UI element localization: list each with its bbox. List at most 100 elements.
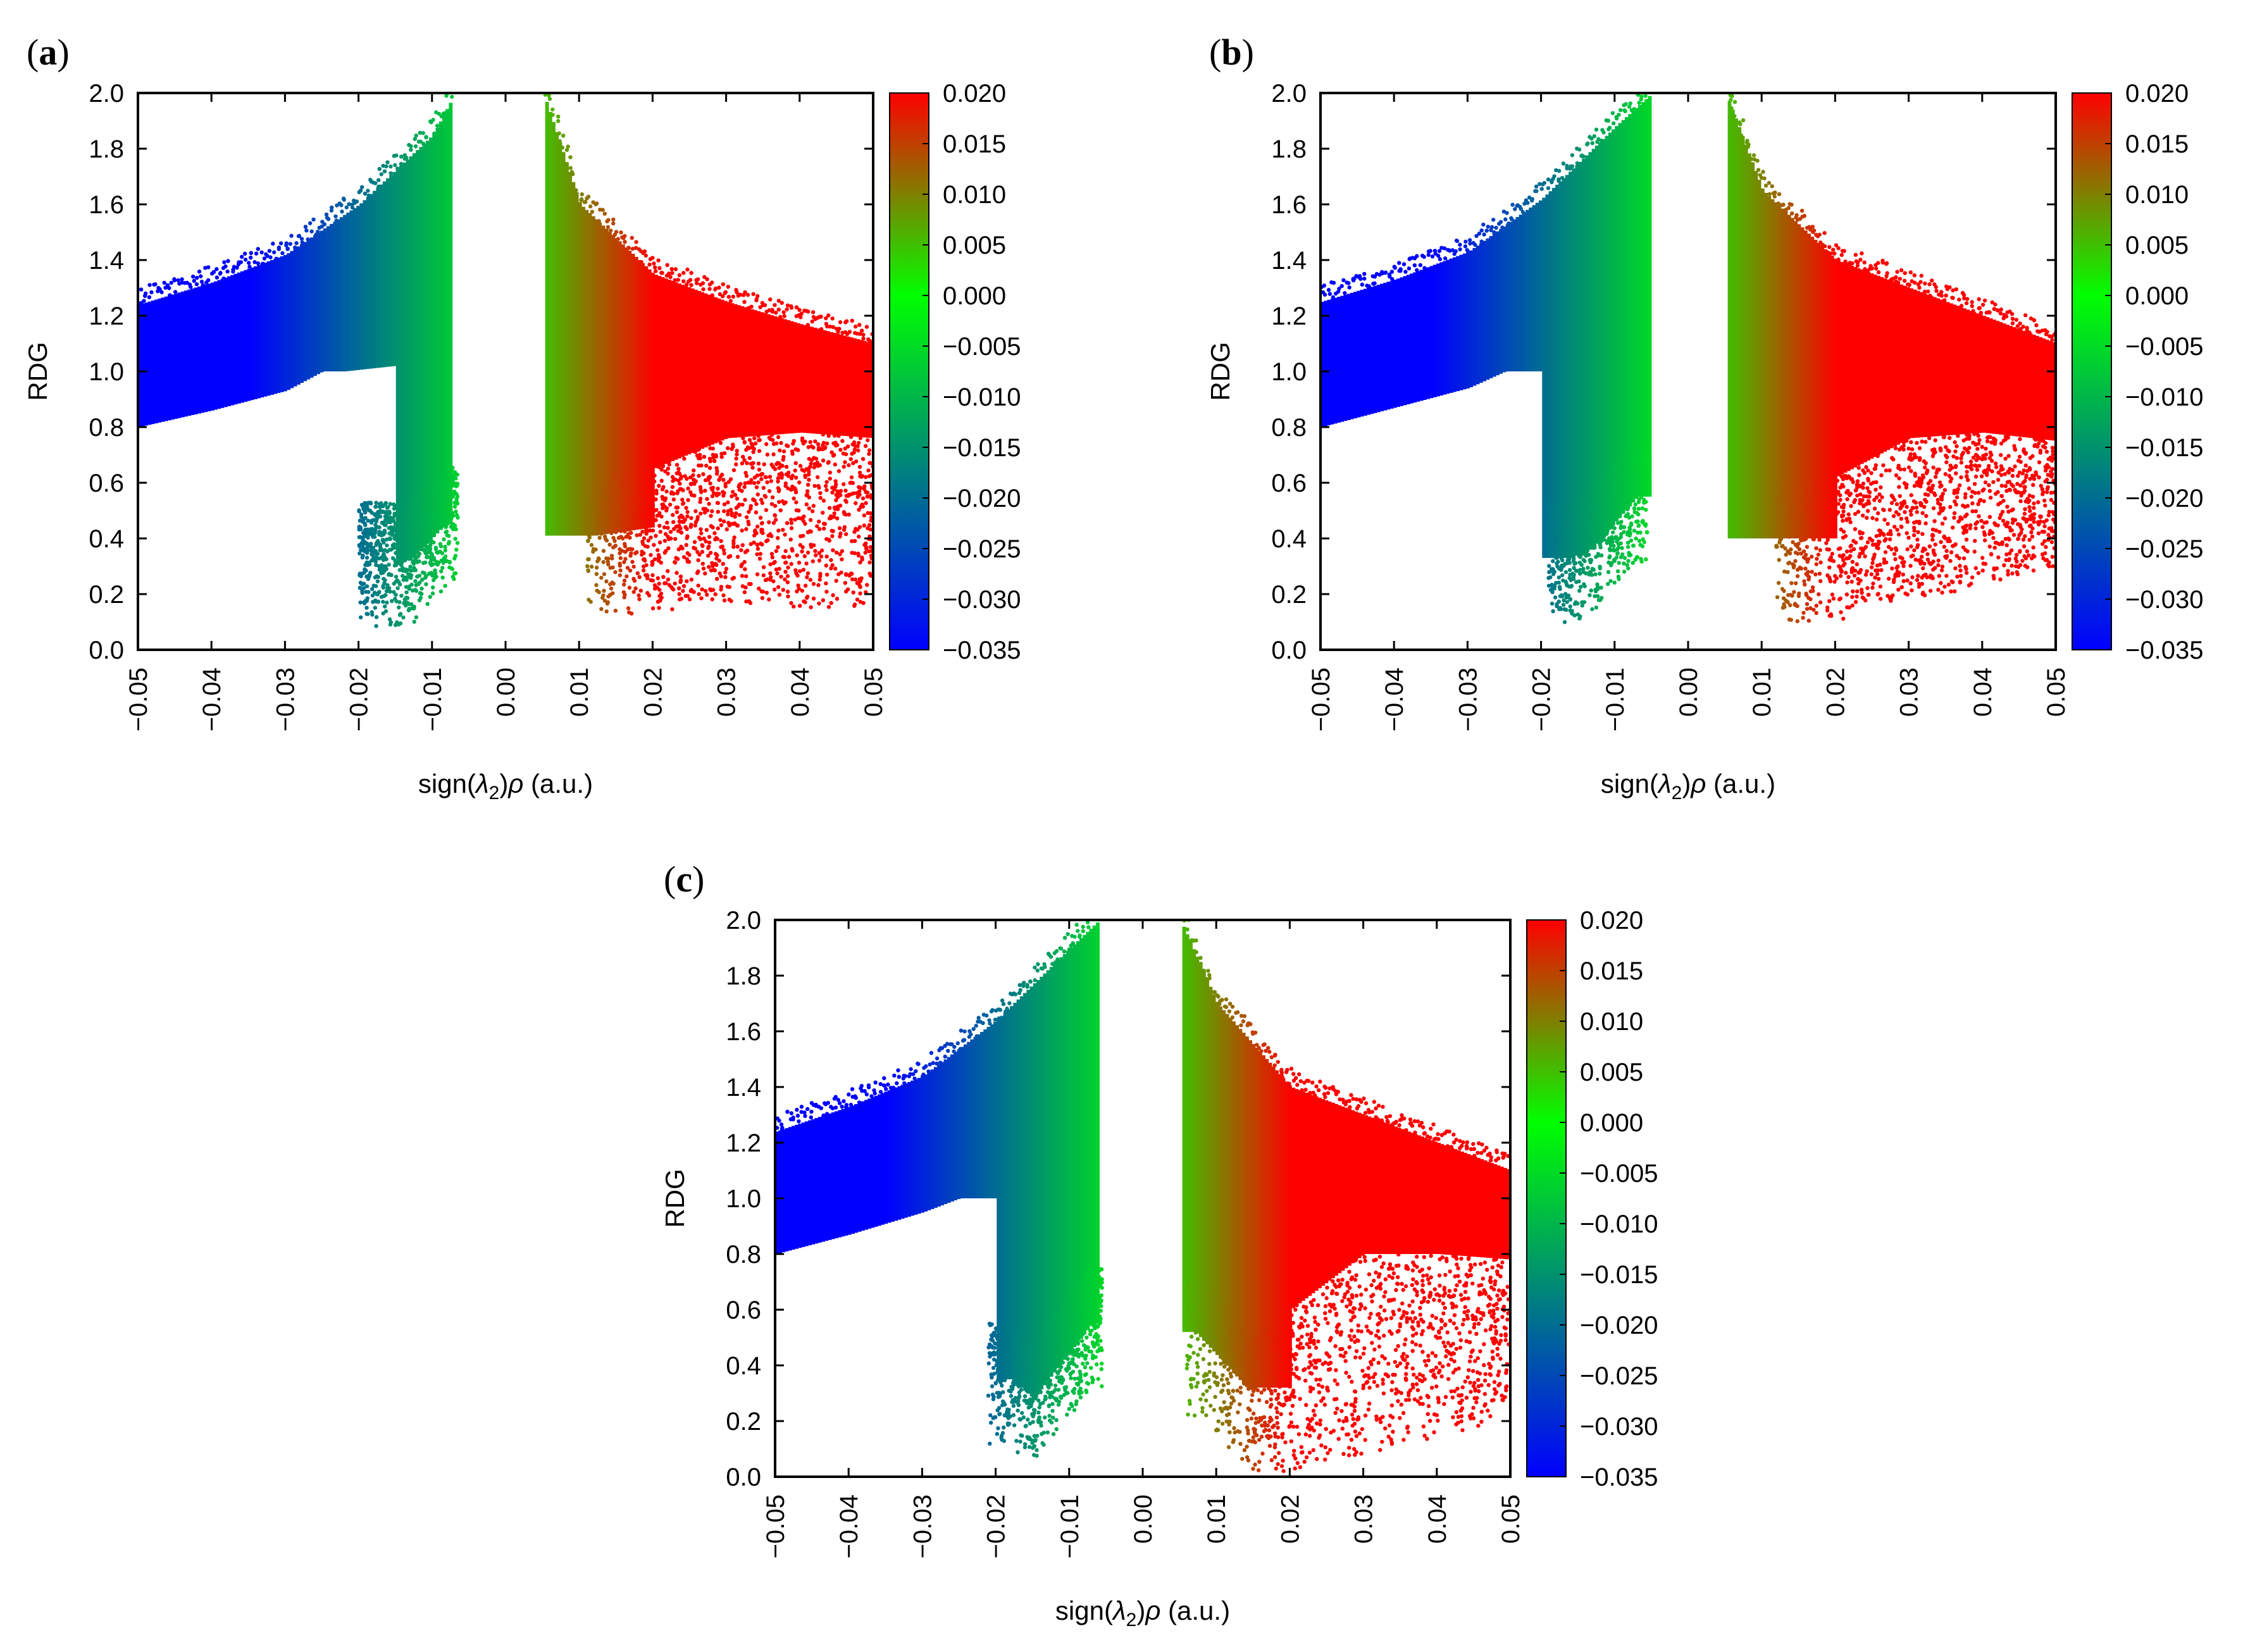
colorbar-tick-label: −0.010 (1580, 1210, 1658, 1238)
y-axis-label: RDG (660, 1169, 690, 1227)
x-tick-label: −0.02 (983, 1494, 1010, 1558)
colorbar-tick-label: −0.035 (1580, 1463, 1658, 1491)
y-tick-label: 1.2 (726, 1129, 761, 1157)
x-tick-label: −0.04 (198, 668, 226, 731)
colorbar-tick-label: −0.020 (943, 485, 1021, 512)
x-tick-label: 0.03 (1350, 1494, 1378, 1544)
colorbar-tick-label: 0.010 (1580, 1008, 1643, 1036)
x-tick-label: 0.05 (2042, 668, 2070, 717)
scatter-points (1320, 93, 2056, 624)
colorbar-tick-label: −0.010 (2125, 383, 2203, 411)
colorbar-tick-label: −0.030 (2125, 586, 2203, 614)
x-tick-label: 0.04 (1424, 1494, 1451, 1544)
y-axis-label: RDG (1205, 342, 1235, 401)
colorbar-tick-label: 0.015 (1580, 957, 1643, 985)
y-tick-label: 1.2 (89, 302, 124, 330)
y-tick-label: 0.8 (1271, 414, 1307, 442)
x-tick-label: −0.03 (271, 668, 299, 731)
colorbar-tick-label: 0.015 (943, 130, 1006, 158)
colorbar-tick-label: −0.020 (1580, 1312, 1658, 1339)
x-tick-label: 0.03 (1896, 668, 1923, 717)
colorbar-tick-label: −0.025 (2125, 535, 2203, 563)
colorbar (2072, 92, 2112, 650)
x-tick-label: −0.01 (1601, 668, 1629, 731)
x-tick-label: −0.04 (835, 1494, 863, 1558)
y-tick-label: 0.8 (726, 1241, 761, 1269)
colorbar-tick-label: 0.000 (943, 282, 1006, 310)
colorbar-tick-label: −0.030 (1580, 1413, 1658, 1441)
y-tick-label: 0.0 (1271, 637, 1307, 664)
x-tick-label: 0.00 (1129, 1494, 1157, 1544)
x-tick-label: 0.04 (1969, 668, 1997, 717)
colorbar-tick-label: −0.005 (1580, 1160, 1658, 1188)
y-tick-label: 1.8 (89, 135, 124, 163)
x-tick-label: −0.03 (1454, 668, 1482, 731)
x-tick-label: 0.01 (1203, 1494, 1231, 1544)
colorbar-tick-label: −0.030 (943, 586, 1021, 614)
x-tick-label: 0.03 (713, 668, 741, 717)
y-tick-label: 1.2 (1271, 302, 1307, 330)
x-tick-label: −0.04 (1381, 668, 1408, 731)
colorbar-tick-label: −0.035 (943, 637, 1021, 664)
colorbar-tick-label: 0.005 (1580, 1059, 1643, 1086)
x-tick-label: 0.02 (639, 668, 667, 717)
panel-label: (c) (664, 859, 704, 900)
y-tick-label: 1.0 (1271, 358, 1307, 386)
y-tick-label: 0.2 (1271, 581, 1307, 609)
colorbar-tick-label: −0.035 (2125, 637, 2203, 664)
y-tick-label: 0.2 (726, 1408, 761, 1436)
y-tick-label: 1.0 (726, 1185, 761, 1213)
colorbar-tick-label: −0.025 (1580, 1362, 1658, 1390)
colorbar-tick-label: 0.000 (2125, 282, 2189, 310)
x-tick-label: −0.02 (345, 668, 373, 731)
panel-label: (b) (1209, 32, 1254, 73)
x-tick-label: 0.05 (1497, 1494, 1525, 1544)
y-tick-label: 1.6 (1271, 191, 1307, 219)
colorbar-tick-label: 0.020 (2125, 80, 2189, 108)
y-tick-label: 0.6 (726, 1296, 761, 1324)
y-tick-label: 1.4 (89, 247, 124, 275)
y-tick-label: 2.0 (1271, 80, 1307, 108)
colorbar-tick-label: −0.020 (2125, 485, 2203, 512)
x-tick-label: 0.01 (1748, 668, 1776, 717)
y-tick-label: 1.6 (726, 1018, 761, 1046)
x-tick-label: −0.02 (1528, 668, 1556, 731)
colorbar-tick-label: 0.020 (1580, 907, 1643, 935)
y-tick-label: 2.0 (89, 80, 124, 108)
chart-panel-c: (c) 0.0 0.2 0.4 0.6 0.8 1.0 1.2 1.4 1.6 1.8 2.0 −0.0… (660, 859, 1658, 1630)
y-tick-label: 1.4 (726, 1074, 761, 1102)
x-tick-label: 0.02 (1822, 668, 1849, 717)
y-tick-label: 1.0 (89, 358, 124, 386)
x-tick-label: 0.01 (566, 668, 593, 717)
x-tick-label: 0.00 (1675, 668, 1703, 717)
y-tick-label: 1.8 (1271, 135, 1307, 163)
x-axis-label: sign(λ2)ρ (a.u.) (1055, 1596, 1230, 1630)
x-tick-label: −0.01 (419, 668, 447, 731)
colorbar-tick-label: 0.000 (1580, 1109, 1643, 1137)
x-axis-label: sign(λ2)ρ (a.u.) (1601, 769, 1775, 804)
y-tick-label: 1.4 (1271, 247, 1307, 275)
y-tick-label: 1.8 (726, 962, 761, 990)
y-tick-label: 0.4 (1271, 525, 1307, 553)
x-tick-label: −0.05 (125, 668, 152, 731)
y-tick-label: 0.4 (89, 525, 124, 553)
y-tick-label: 0.6 (1271, 469, 1307, 497)
chart-panel-b: (b) 0.0 0.2 0.4 0.6 0.8 1.0 1.2 1.4 1.6 1.8 2.0 −0.0… (1205, 32, 2203, 804)
y-tick-label: 1.6 (89, 191, 124, 219)
x-tick-label: −0.05 (1307, 668, 1335, 731)
colorbar-tick-label: 0.020 (943, 80, 1006, 108)
x-tick-label: 0.05 (860, 668, 888, 717)
colorbar-tick-label: −0.015 (2125, 434, 2203, 462)
colorbar-tick-label: −0.025 (943, 535, 1021, 563)
colorbar (889, 92, 929, 650)
colorbar-tick-label: −0.015 (1580, 1261, 1658, 1289)
y-tick-label: 0.8 (89, 414, 124, 442)
colorbar-tick-label: 0.005 (943, 232, 1006, 259)
x-tick-label: −0.05 (762, 1494, 790, 1558)
x-tick-label: 0.02 (1276, 1494, 1304, 1544)
y-tick-label: 2.0 (726, 907, 761, 935)
x-tick-label: 0.04 (786, 668, 814, 717)
colorbar-tick-label: 0.010 (2125, 181, 2189, 209)
scatter-points (138, 93, 873, 628)
